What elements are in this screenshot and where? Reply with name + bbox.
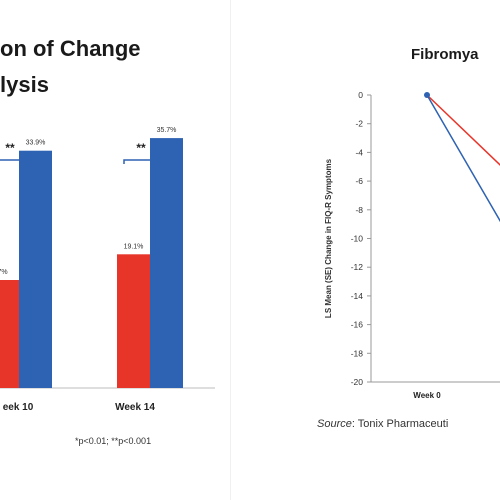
significance-marker: ** xyxy=(136,141,146,155)
y-tick-label: -10 xyxy=(351,234,364,244)
y-axis-label: LS Mean (SE) Change in FIQ-R Symptoms xyxy=(324,158,333,318)
y-tick-label: -14 xyxy=(351,291,364,301)
bar-category-label: eek 10 xyxy=(3,402,34,413)
y-tick-label: -20 xyxy=(351,377,364,387)
bar-red-0 xyxy=(0,280,19,388)
significance-bracket xyxy=(123,159,159,164)
y-tick-label: -8 xyxy=(355,205,363,215)
bar-data-label: 33.9% xyxy=(26,140,46,147)
y-tick-label: -12 xyxy=(351,262,364,272)
left-chart-title-line1: on of Change xyxy=(0,36,141,61)
source-text: : Tonix Pharmaceuti xyxy=(351,418,449,430)
left-chart-title-line2: lysis xyxy=(0,72,49,97)
y-tick-label: 0 xyxy=(358,90,363,100)
significance-marker: ** xyxy=(5,141,15,155)
left-chart-panel: on of Change lysis 7% 33.9% ** eek 10 19.1% 3… xyxy=(0,0,230,500)
right-chart-panel: Fibromya 0 -2 -4 -6 -8 -10 -12 -14 -16 -18 -20 LS M… xyxy=(230,0,500,500)
line-chart: 0 -2 -4 -6 -8 -10 -12 -14 -16 -18 -20 LS Mean (SE) … xyxy=(324,90,500,400)
y-tick-label: -2 xyxy=(355,119,363,129)
y-tick-label: -16 xyxy=(351,320,364,330)
bar-data-label: 19.1% xyxy=(124,243,144,250)
bar-blue-0 xyxy=(19,150,52,388)
bar-red-1 xyxy=(117,254,150,388)
y-tick-label: -18 xyxy=(351,348,364,358)
data-point-marker xyxy=(424,92,430,98)
bar-chart: 7% 33.9% ** eek 10 19.1% 35.7% ** Week 14 xyxy=(0,127,215,413)
significance-footnote: *p<0.01; **p<0.001 xyxy=(75,436,152,446)
bar-blue-1 xyxy=(150,138,183,388)
significance-bracket xyxy=(0,159,28,164)
x-tick-label: Week 0 xyxy=(413,391,441,400)
y-tick-label: -6 xyxy=(355,176,363,186)
series-line-red xyxy=(426,94,500,166)
source-note: Source: Tonix Pharmaceuti xyxy=(317,418,448,430)
right-chart-title: Fibromya xyxy=(411,46,479,63)
y-tick-label: -4 xyxy=(355,147,363,157)
bar-data-label: 35.7% xyxy=(157,127,177,134)
bar-category-label: Week 14 xyxy=(115,402,155,413)
bar-data-label: 7% xyxy=(0,269,8,276)
series-line-blue xyxy=(426,94,500,223)
source-label: Source xyxy=(317,418,352,430)
